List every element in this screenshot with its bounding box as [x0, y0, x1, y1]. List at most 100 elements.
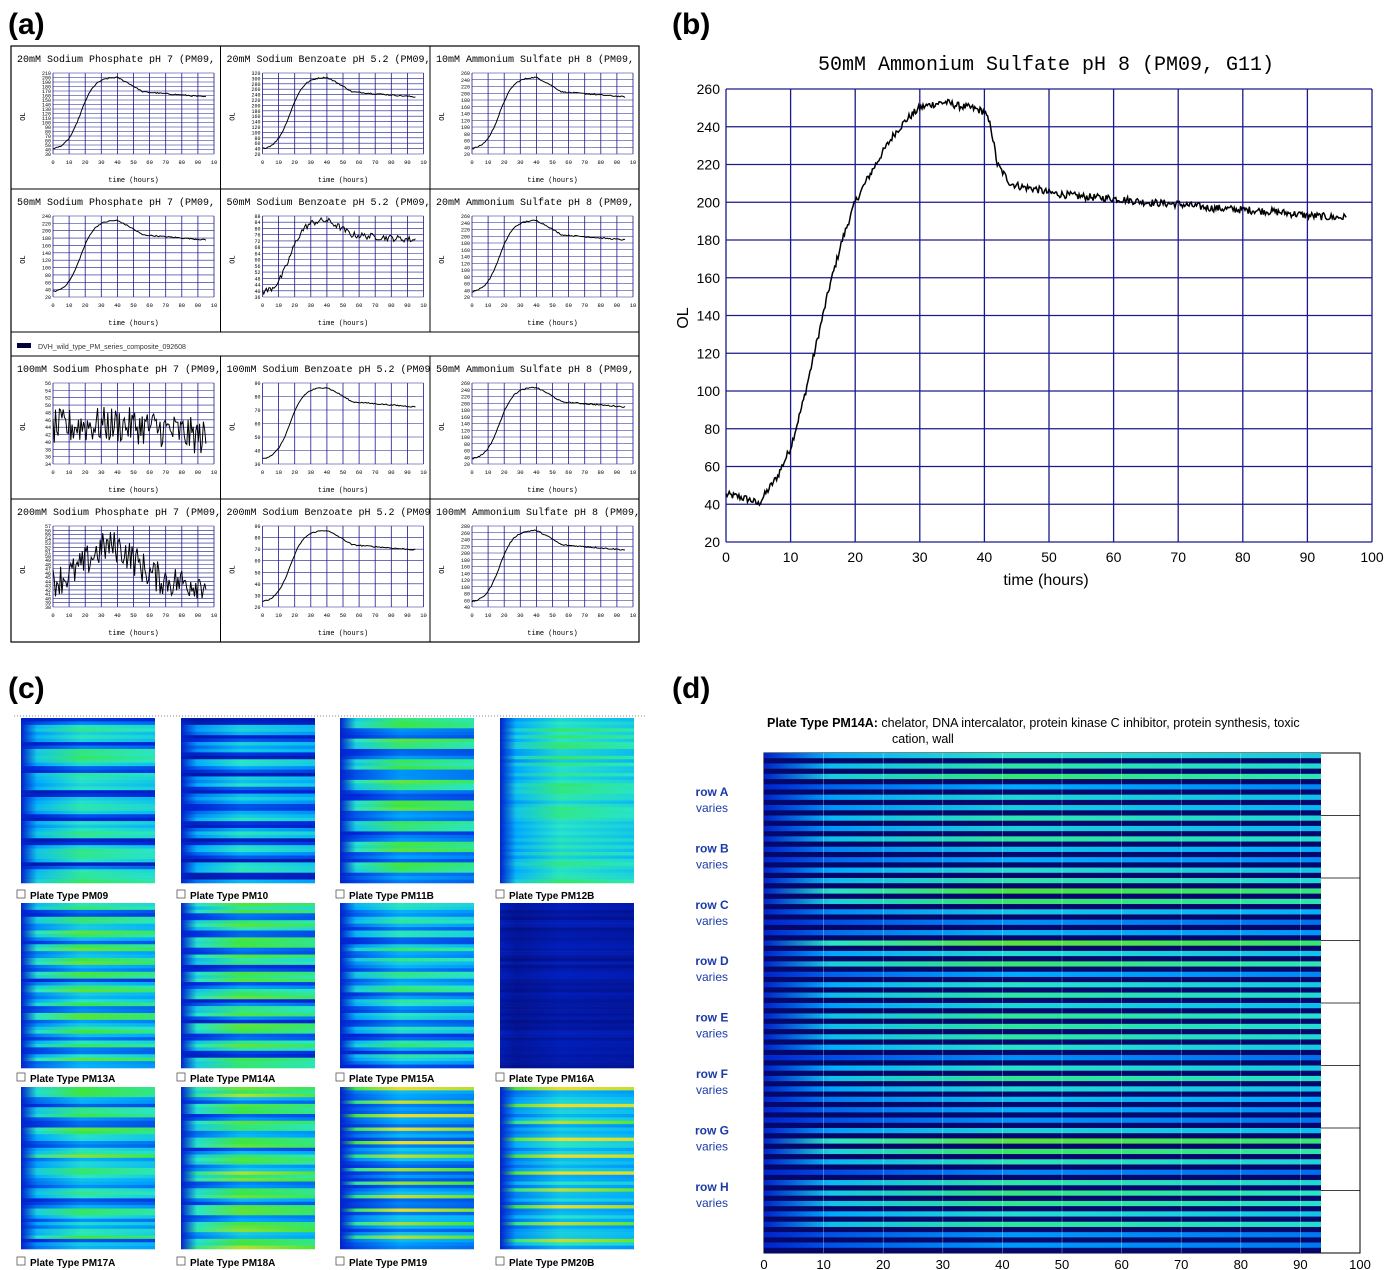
plate-heatmap-row: [340, 759, 474, 763]
plate-heatmap-row: [500, 1222, 634, 1226]
plate-heatmap-row: [21, 1013, 155, 1017]
plate-heatmap-row: [181, 1061, 315, 1065]
small-y-tick: 51: [45, 550, 51, 556]
plate-heatmap-row: [500, 1107, 634, 1111]
y-tick-label: 80: [704, 421, 720, 437]
plate-label: Plate Type PM14A: [190, 1074, 275, 1085]
small-y-tick: 30: [254, 462, 260, 468]
plate-checkbox: [335, 1072, 345, 1082]
small-x-tick: 90: [614, 469, 621, 476]
plate-heatmap-row: [21, 982, 155, 986]
plate-heatmap-row: [181, 1195, 315, 1199]
plate-heatmap-row: [500, 1164, 634, 1169]
plate-heatmap-row: [500, 906, 634, 911]
plate-heatmap-row: [500, 933, 634, 938]
small-y-tick: 80: [254, 395, 260, 401]
panel-label-b: (b): [672, 8, 711, 41]
plate-label: Plate Type PM10: [190, 891, 269, 902]
plate-heatmap-row: [21, 831, 155, 836]
small-y-tick: 160: [42, 243, 51, 249]
plate-heatmap-row: [21, 1061, 155, 1065]
plate-heatmap-row: [21, 1134, 155, 1138]
plate-heatmap-row: [181, 745, 315, 750]
panel-d-heatmap-row: [764, 1008, 1321, 1014]
small-x-tick: 90: [195, 159, 202, 166]
x-tick-label: 20: [847, 549, 863, 565]
panel-a-small-multiples: DVH_wild_type_PM_series_composite_092608…: [10, 45, 640, 643]
row-label: row D: [695, 954, 729, 968]
plate-heatmap-row: [340, 937, 474, 942]
small-x-tick: 90: [614, 159, 621, 166]
small-x-tick: 20: [501, 612, 508, 619]
x-tick-label: 70: [1170, 549, 1186, 565]
small-x-tick: 0: [261, 159, 264, 166]
small-y-tick: 240: [42, 214, 51, 220]
plate-heatmap-row: [21, 752, 155, 757]
plate-heatmap-row: [340, 1127, 474, 1132]
small-y-tick: 140: [42, 251, 51, 257]
plate-heatmap-row: [340, 1107, 474, 1111]
plate-heatmap-row: [21, 1141, 155, 1145]
panel-d-x-tick: 60: [1114, 1257, 1128, 1270]
plate-heatmap-row: [340, 1188, 474, 1192]
row-sublabel: varies: [696, 1139, 728, 1153]
plate-heatmap-row: [340, 1157, 474, 1162]
plate-heatmap-row: [181, 1009, 315, 1014]
small-x-tick: 70: [372, 612, 379, 619]
plate-heatmap-row: [181, 1023, 315, 1028]
plate-heatmap-row: [21, 1043, 155, 1048]
panel-d-heatmap-row: [764, 1070, 1321, 1077]
plate-heatmap-row: [340, 968, 474, 973]
small-x-label: time (hours): [527, 320, 577, 328]
plate-heatmap-row: [500, 1218, 634, 1223]
plate-heatmap-row: [340, 978, 474, 983]
panel-d-heatmap-row: [764, 1101, 1321, 1108]
plate-heatmap-row: [500, 944, 634, 948]
plate-heatmap-row: [21, 738, 155, 743]
small-x-tick: 80: [388, 302, 395, 309]
plate-heatmap-row: [21, 951, 155, 955]
plate-heatmap-row: [21, 773, 155, 777]
plate-heatmap-row: [500, 879, 634, 884]
plate-heatmap-row: [500, 1174, 634, 1179]
small-y-tick: 140: [461, 255, 470, 261]
panel-d-heatmap-row: [764, 758, 1321, 764]
plate-heatmap-row: [500, 923, 634, 928]
plate-heatmap-row: [21, 783, 155, 788]
small-y-tick: 180: [251, 109, 260, 115]
small-x-tick: 70: [162, 159, 169, 166]
small-y-label: OL: [20, 565, 28, 573]
small-y-tick: 80: [464, 275, 470, 281]
plate-checkbox: [335, 889, 345, 899]
small-series-line: [52, 406, 207, 454]
plate-heatmap-row: [500, 1184, 634, 1189]
plate-heatmap-row: [21, 1090, 155, 1095]
small-x-tick: 70: [372, 302, 379, 309]
plate-heatmap-row: [340, 1211, 474, 1216]
plate-heatmap-row: [181, 995, 315, 1000]
plate-heatmap-row: [500, 1064, 634, 1069]
plate-heatmap-row: [21, 724, 155, 729]
plate-checkbox: [16, 889, 26, 899]
small-x-tick: 60: [356, 159, 363, 166]
small-y-label: OL: [439, 112, 447, 120]
panel-d-heatmap-row: [764, 1055, 1321, 1061]
plate-heatmap-row: [500, 1009, 634, 1014]
plate-heatmap-row: [21, 985, 155, 990]
small-y-tick: 80: [464, 132, 470, 138]
plate-heatmap-row: [500, 735, 634, 739]
plate-heatmap-row: [181, 838, 315, 843]
panel-d-heatmap-row: [764, 805, 1321, 811]
small-y-tick: 76: [254, 233, 260, 239]
plate-heatmap-row: [340, 954, 474, 959]
small-x-tick: 80: [178, 469, 185, 476]
plate-heatmap-row: [340, 1061, 474, 1065]
plate-heatmap-row: [340, 776, 474, 781]
plate-heatmap-row: [181, 766, 315, 770]
y-tick-label: 100: [697, 383, 721, 399]
plate-heatmap-row: [21, 759, 155, 763]
plate-heatmap-row: [500, 992, 634, 997]
plate-heatmap-row: [340, 755, 474, 760]
plate-heatmap-row: [21, 920, 155, 924]
panel-d-heatmap-row: [764, 794, 1321, 801]
